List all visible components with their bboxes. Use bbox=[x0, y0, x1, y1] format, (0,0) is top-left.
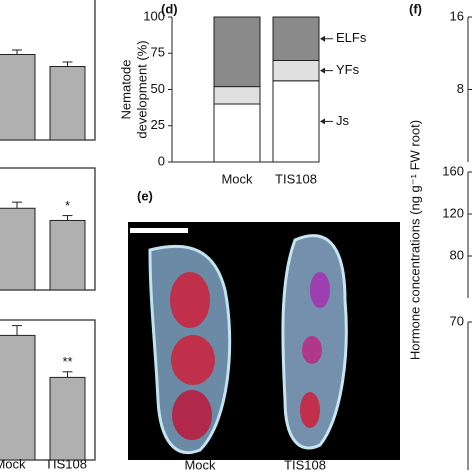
legend-arrowhead bbox=[320, 118, 325, 125]
bar bbox=[49, 66, 86, 141]
bar-segment bbox=[272, 80, 320, 163]
y-tick-label: 120 bbox=[442, 205, 464, 220]
bar-segment bbox=[213, 103, 261, 163]
y-tick-label: 25 bbox=[151, 117, 165, 132]
organ bbox=[172, 390, 212, 440]
y-tick-label: 0 bbox=[158, 153, 165, 168]
organ bbox=[310, 272, 330, 308]
bar-segment bbox=[213, 86, 261, 105]
organ bbox=[171, 335, 215, 385]
legend-arrowhead bbox=[320, 35, 325, 42]
y-tick-label: 75 bbox=[151, 45, 165, 60]
legend-label: Js bbox=[336, 113, 350, 128]
x-tick-label: Mock bbox=[0, 456, 26, 471]
y-tick-label: 50 bbox=[151, 81, 165, 96]
panel-frame bbox=[0, 167, 96, 291]
organ bbox=[170, 272, 210, 328]
bar bbox=[0, 54, 36, 141]
panel-label: (d) bbox=[161, 1, 178, 16]
legend-label: ELFs bbox=[336, 30, 367, 45]
significance: * bbox=[65, 198, 70, 213]
image-caption: Mock bbox=[184, 457, 216, 472]
y-tick-label: 16 bbox=[450, 8, 464, 23]
bar-segment bbox=[272, 60, 320, 82]
significance: ** bbox=[62, 354, 72, 369]
bar-segment bbox=[272, 16, 320, 61]
x-tick-label: Mock bbox=[221, 171, 253, 186]
scale-bar bbox=[130, 228, 188, 233]
y-tick-label: 70 bbox=[450, 313, 464, 328]
bar bbox=[49, 376, 86, 461]
y-tick-label: 80 bbox=[450, 247, 464, 262]
bar bbox=[49, 219, 86, 291]
x-tick-label: TIS108 bbox=[275, 171, 317, 186]
bar bbox=[0, 207, 36, 291]
bar-segment bbox=[213, 16, 261, 88]
y-axis-label: Hormone concentrations (ng g⁻¹ FW root) bbox=[407, 120, 422, 360]
legend-arrowhead bbox=[320, 67, 325, 74]
panel-frame bbox=[0, 0, 96, 141]
panel-label: (e) bbox=[137, 188, 153, 203]
panel-frame bbox=[0, 319, 96, 461]
image-caption: TIS108 bbox=[284, 457, 326, 472]
organ bbox=[300, 392, 320, 428]
y-tick-label: 160 bbox=[442, 163, 464, 178]
x-tick-label: TIS108 bbox=[45, 456, 87, 471]
y-axis-label: development (%) bbox=[134, 40, 149, 138]
legend-label: YFs bbox=[336, 62, 360, 77]
organ bbox=[302, 336, 322, 364]
bar bbox=[0, 334, 36, 461]
y-axis-label: Nematode bbox=[118, 60, 133, 120]
y-tick-label: 8 bbox=[457, 81, 464, 96]
y-tick-label: 100 bbox=[143, 8, 165, 23]
panel-label: (f) bbox=[409, 1, 422, 16]
